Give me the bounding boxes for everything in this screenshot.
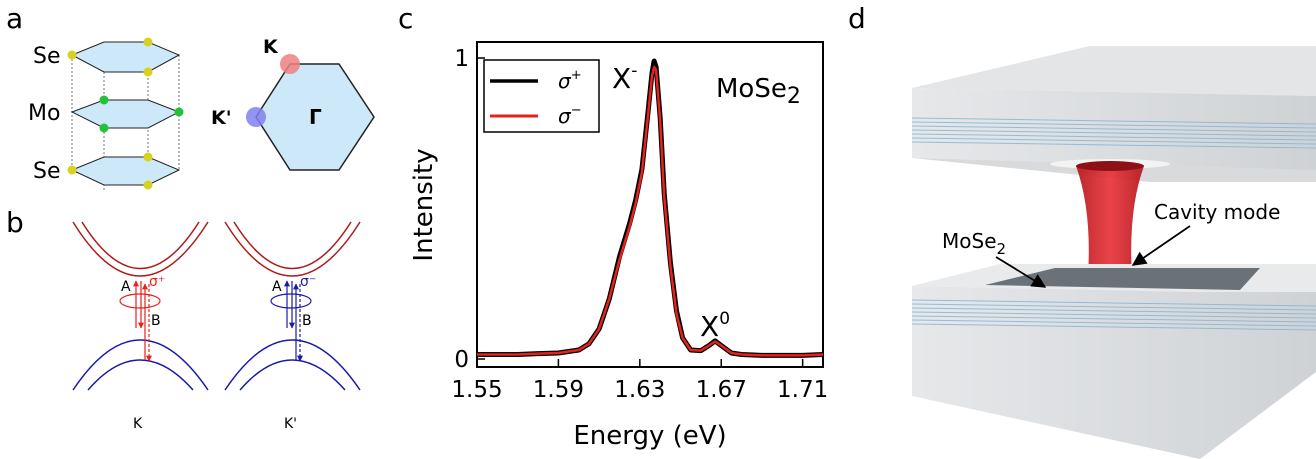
y-ticks: 01 — [454, 46, 485, 373]
top-se-layer — [70, 41, 181, 73]
legend-label-sigma-minus: σ− — [558, 103, 582, 128]
kp-a-label: A — [272, 279, 282, 295]
k-prime-point — [246, 107, 266, 127]
k-a-label: A — [121, 279, 131, 295]
mose2-arrow — [995, 256, 1047, 288]
panel-label-b: b — [6, 206, 24, 239]
y-axis-label: Intensity — [409, 148, 439, 261]
panel-label-d: d — [848, 2, 866, 35]
k-prime-valley-bands — [224, 221, 361, 391]
valley-label-k-prime: K' — [284, 416, 297, 432]
mo-atoms — [99, 95, 184, 133]
material-label: MoSe2 — [716, 74, 801, 109]
bottom-mirror — [911, 264, 1316, 459]
k-prime-label: K' — [211, 107, 232, 129]
k-transitions — [119, 280, 161, 362]
panel-label-a: a — [6, 2, 23, 35]
x-ticks: 1.55 1.59 1.63 1.67 1.71 — [451, 359, 828, 403]
panel-a: a Se Mo Se — [6, 2, 375, 190]
gamma-label: Γ — [309, 105, 322, 129]
chart-series-group — [477, 58, 824, 358]
x-tick-label: 1.59 — [533, 377, 584, 403]
panel-c: c 1.55 1.59 1.63 1.67 1.71 01 Energy (eV) In… — [398, 2, 828, 451]
plot-frame — [476, 41, 824, 368]
atom-label-se-top: Se — [33, 44, 61, 69]
chart-legend: σ+ σ− — [483, 59, 600, 133]
x-tick-label: 1.63 — [614, 377, 665, 403]
mose2-label: MoSe2 — [942, 229, 1006, 258]
series-line-sigma-minus — [477, 65, 824, 357]
se-atoms — [67, 37, 153, 190]
top-mirror — [911, 46, 1316, 182]
k-prime-transitions — [270, 280, 312, 362]
cavity-mode-label: Cavity mode — [1154, 200, 1280, 224]
x-axis-label: Energy (eV) — [573, 421, 726, 451]
k-label: K — [263, 36, 279, 58]
k-valley-bands — [72, 221, 209, 391]
k-point — [280, 54, 300, 74]
cavity-mode-arrow — [1131, 225, 1191, 266]
sigma-plus-label: σ⁺ — [149, 274, 165, 290]
kp-b-label: B — [302, 313, 312, 329]
y-tick-label: 1 — [454, 46, 469, 72]
y-tick-label: 0 — [454, 347, 469, 373]
x-tick-label: 1.67 — [696, 377, 747, 403]
bottom-se-layer — [70, 156, 181, 186]
atom-label-mo: Mo — [28, 101, 60, 126]
panel-label-c: c — [398, 2, 413, 35]
k-b-label: B — [151, 313, 161, 329]
legend-label-sigma-plus: σ+ — [558, 68, 582, 93]
panel-b: b A B σ⁺ K — [6, 206, 361, 432]
sigma-minus-label: σ⁻ — [300, 274, 316, 290]
x-tick-label: 1.55 — [451, 377, 502, 403]
trion-peak-label: X- — [612, 61, 637, 95]
panel-d: d — [848, 2, 1316, 459]
cavity-mode-beam — [1076, 166, 1144, 276]
valley-label-k: K — [133, 416, 143, 432]
mo-layer — [70, 99, 181, 129]
exciton-peak-label: X0 — [700, 309, 730, 343]
atom-label-se-bottom: Se — [33, 159, 61, 184]
x-tick-label: 1.71 — [777, 377, 828, 403]
